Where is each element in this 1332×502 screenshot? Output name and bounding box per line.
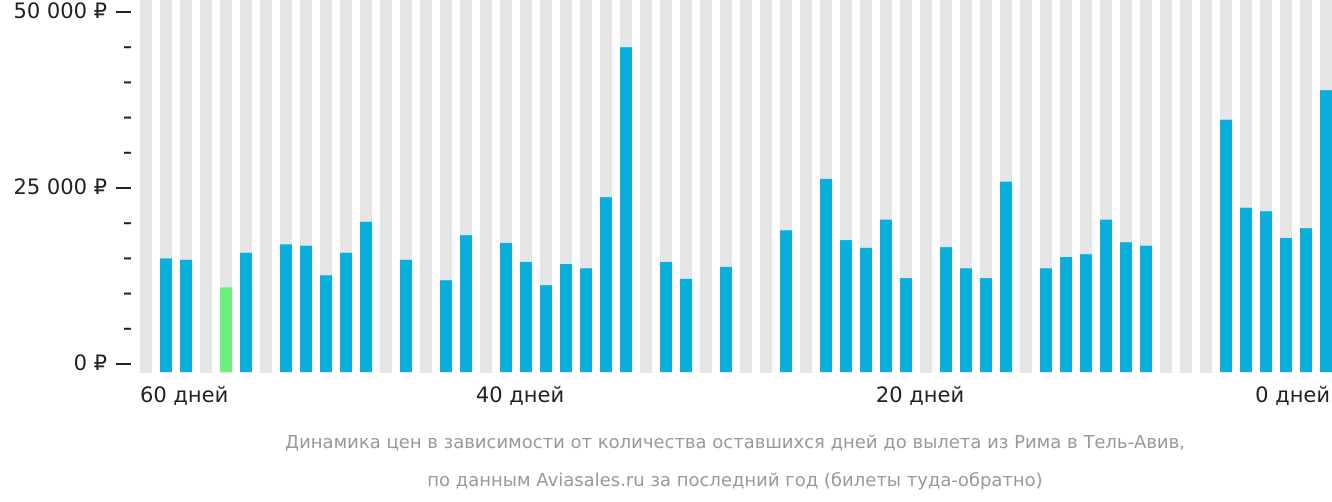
- bar: [1100, 219, 1112, 372]
- bar: [940, 247, 952, 372]
- column-bg: [200, 0, 212, 373]
- bar: [1260, 211, 1272, 372]
- y-tick-label: 50 000 ₽: [13, 0, 107, 23]
- bar: [1040, 268, 1052, 372]
- y-tick-label: 0 ₽: [74, 351, 107, 375]
- bar: [980, 278, 992, 372]
- column-bg: [380, 0, 392, 373]
- bar: [1300, 228, 1312, 372]
- bar: [560, 264, 572, 372]
- bar: [400, 259, 412, 372]
- bar: [180, 259, 192, 372]
- bar: [1120, 242, 1132, 372]
- bar: [320, 275, 332, 372]
- bar: [1240, 207, 1252, 372]
- bar: [240, 252, 252, 372]
- column-bg: [440, 0, 452, 373]
- bar: [880, 219, 892, 372]
- column-bg: [920, 0, 932, 373]
- bar: [600, 197, 612, 372]
- x-tick-label: 40 дней: [476, 383, 564, 407]
- bar: [1220, 119, 1232, 372]
- column-bg: [640, 0, 652, 373]
- bar: [460, 235, 472, 372]
- column-bg: [220, 0, 232, 373]
- bar: [500, 242, 512, 372]
- x-tick-label: 20 дней: [876, 383, 964, 407]
- bar: [720, 266, 732, 372]
- bar: [820, 178, 832, 372]
- column-bg: [700, 0, 712, 373]
- bar: [1280, 237, 1292, 372]
- caption: Динамика цен в зависимости от количества…: [285, 432, 1185, 453]
- bar: [1080, 254, 1092, 372]
- column-bg: [740, 0, 752, 373]
- column-bg: [480, 0, 492, 373]
- bar: [540, 285, 552, 372]
- bar: [280, 244, 292, 372]
- bar: [580, 268, 592, 372]
- bar: [220, 287, 232, 372]
- bar: [300, 245, 312, 372]
- column-bg: [1020, 0, 1032, 373]
- column-bg: [540, 0, 552, 373]
- column-bg: [1160, 0, 1172, 373]
- bar: [1320, 90, 1332, 373]
- y-tick-label: 25 000 ₽: [13, 175, 107, 199]
- bar: [900, 278, 912, 372]
- bar: [660, 261, 672, 372]
- bar: [620, 47, 632, 372]
- column-bg: [140, 0, 152, 373]
- bar: [960, 268, 972, 372]
- bar: [1140, 245, 1152, 372]
- bar: [780, 230, 792, 372]
- bar: [340, 252, 352, 372]
- bar: [1000, 181, 1012, 372]
- column-bg: [1180, 0, 1192, 373]
- bar: [840, 240, 852, 372]
- column-bg: [1200, 0, 1212, 373]
- bar: [680, 278, 692, 372]
- bar: [1060, 256, 1072, 372]
- bar: [860, 247, 872, 372]
- caption: по данным Aviasales.ru за последний год …: [427, 470, 1042, 491]
- bar: [160, 258, 172, 372]
- column-bg: [260, 0, 272, 373]
- column-bg: [420, 0, 432, 373]
- x-tick-label: 60 дней: [140, 383, 228, 407]
- bar: [520, 261, 532, 372]
- x-tick-label: 0 дней: [1255, 383, 1330, 407]
- bar: [440, 280, 452, 372]
- bar: [360, 221, 372, 372]
- column-bg: [800, 0, 812, 373]
- column-bg: [760, 0, 772, 373]
